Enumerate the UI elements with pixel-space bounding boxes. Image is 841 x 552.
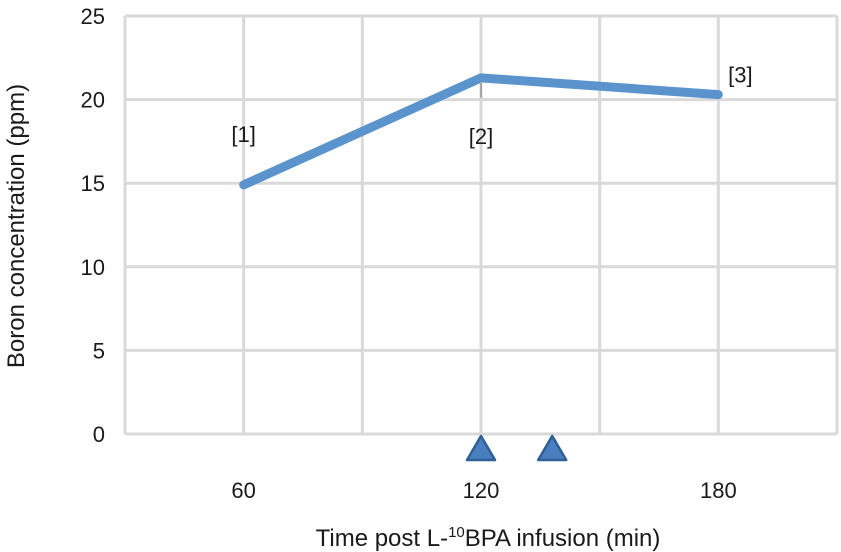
y-tick-label: 25 <box>81 4 105 29</box>
markers <box>465 434 568 462</box>
triangle-marker <box>536 434 568 462</box>
series <box>239 73 723 190</box>
y-tick-label: 5 <box>93 338 105 363</box>
point-label: [3] <box>728 63 752 88</box>
y-tick-labels: 0 5 10 15 20 25 <box>81 4 105 447</box>
point-labels: [1] [2] [3] <box>231 63 752 149</box>
series-line <box>239 73 723 190</box>
y-tick-label: 20 <box>81 88 105 113</box>
x-tick-labels: 60 120 180 <box>231 478 736 503</box>
x-axis-title: Time post L-10BPA infusion (min) <box>316 524 661 552</box>
x-tick-label: 120 <box>463 478 500 503</box>
x-tick-label: 180 <box>700 478 737 503</box>
y-tick-label: 15 <box>81 171 105 196</box>
point-label: [1] <box>231 122 255 147</box>
y-axis-title: Boron concentration (ppm) <box>3 84 30 368</box>
triangle-marker <box>465 434 497 462</box>
y-tick-label: 10 <box>81 255 105 280</box>
point-label: [2] <box>469 124 493 149</box>
y-tick-label: 0 <box>93 422 105 447</box>
x-tick-label: 60 <box>231 478 255 503</box>
